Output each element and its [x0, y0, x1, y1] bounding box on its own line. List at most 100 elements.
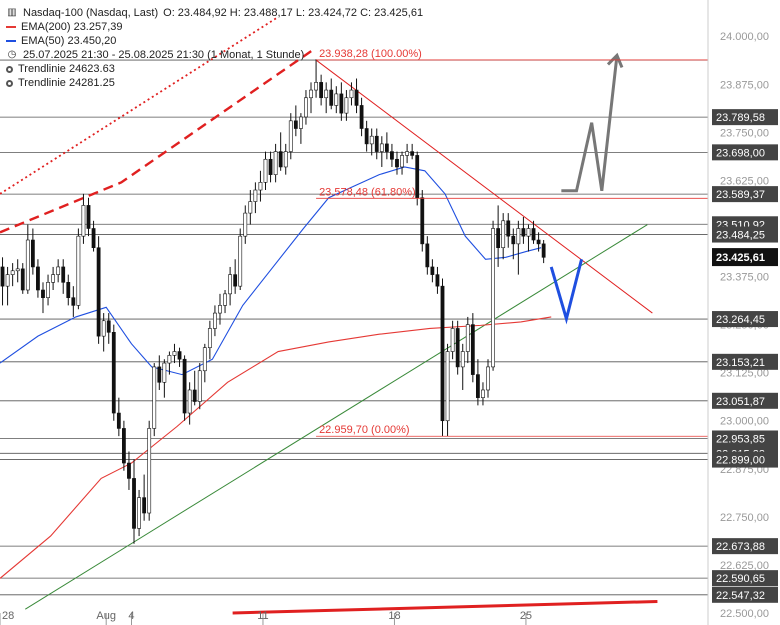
- price-level-label: 23.484,25: [716, 230, 765, 242]
- candle-body: [101, 320, 106, 337]
- price-level-box: [712, 226, 778, 243]
- candle-body: [147, 428, 152, 514]
- candle-body: [440, 285, 445, 422]
- price-level-label: 23.264,45: [716, 314, 765, 326]
- legend-instrument: Nasdaq-100 (Nasdaq, Last): [23, 7, 159, 19]
- candle-body: [268, 158, 273, 175]
- candle-body: [400, 155, 404, 168]
- candle-body: [76, 235, 81, 306]
- candle-body: [202, 347, 207, 372]
- candle-body: [218, 305, 222, 314]
- candle-body: [51, 274, 56, 283]
- projections: [549, 52, 624, 325]
- x-tick-label: Aug: [96, 610, 116, 622]
- candle-body: [531, 228, 536, 241]
- x-tick-label: 25: [520, 610, 532, 622]
- candle-body: [228, 274, 233, 295]
- candle-body: [223, 293, 227, 306]
- candle-body: [10, 270, 15, 275]
- y-tick-label: 23.375,00: [720, 272, 769, 284]
- candle-body: [172, 351, 177, 356]
- fib-label: 23.578,48 (61.80%): [319, 186, 416, 198]
- candle-body: [309, 89, 313, 99]
- candle-body: [536, 239, 541, 245]
- candle-body: [430, 266, 435, 275]
- candle-body: [96, 247, 101, 337]
- candle-body: [283, 151, 288, 168]
- candle-body: [526, 228, 531, 237]
- candle-body: [111, 332, 116, 414]
- y-tick-label: 24.000,00: [720, 31, 769, 43]
- candle-body: [359, 105, 364, 129]
- candle-body: [132, 478, 136, 529]
- y-tick-label: 23.750,00: [720, 127, 769, 139]
- candle-body: [116, 412, 121, 429]
- legend-ema200: EMA(200) 23.257,39: [21, 21, 123, 33]
- y-axis: 24.000,00 23.875,00 23.750,00 23.625,00 23.5…: [707, 0, 780, 625]
- ema200-swatch: [6, 26, 16, 28]
- x-tick-label: 18: [388, 610, 400, 622]
- x-axis: 28 Aug 4 11 18 25: [0, 610, 532, 625]
- candle-body: [41, 289, 45, 298]
- candle-body: [81, 205, 86, 237]
- candle-body: [253, 189, 258, 202]
- candle-body: [506, 220, 511, 237]
- candle-body: [207, 328, 212, 348]
- candle-body: [0, 266, 5, 287]
- y-tick-label: 22.750,00: [720, 512, 769, 524]
- candle-body: [137, 497, 141, 529]
- legend-period-row: ◷ 25.07.2025 21:30 - 25.08.2025 21:30 (1…: [6, 48, 423, 62]
- legend-ema200-row[interactable]: EMA(200) 23.257,39: [6, 20, 423, 34]
- candle-body: [501, 220, 506, 249]
- candle-body: [314, 82, 318, 91]
- trendline: [232, 599, 658, 615]
- candle-body: [420, 197, 425, 245]
- candle-body: [390, 151, 394, 160]
- legend-trend2-row[interactable]: Trendlinie 24281.25: [6, 76, 423, 90]
- y-tick-label: 23.125,00: [720, 368, 769, 380]
- candle-body: [329, 89, 334, 106]
- candle-body: [445, 351, 450, 422]
- ema50-swatch: [6, 40, 16, 42]
- candle-body: [455, 328, 460, 368]
- candle-body: [450, 328, 455, 352]
- clock-icon: ◷: [7, 49, 17, 60]
- candle-body: [415, 155, 420, 199]
- trendline: [25, 224, 648, 610]
- candle-body: [460, 351, 465, 368]
- candle-body: [66, 282, 71, 298]
- candle-body: [298, 116, 303, 129]
- candle-body: [339, 93, 344, 114]
- legend-ohlc: O: 23.484,92 H: 23.488,17 L: 23.424,72 C…: [163, 7, 424, 19]
- candle-body: [167, 355, 172, 364]
- candle-body: [71, 297, 76, 306]
- legend-trend1-row[interactable]: Trendlinie 24623.63: [6, 62, 423, 76]
- candle-body: [410, 151, 415, 156]
- candle-body: [369, 135, 374, 145]
- candle-body: [425, 243, 430, 268]
- candle-body: [238, 235, 243, 287]
- candle-body: [273, 151, 278, 175]
- candle-body: [304, 97, 308, 118]
- legend-trend2: Trendlinie 24281.25: [18, 77, 115, 89]
- price-level-box: [712, 109, 778, 126]
- candle-body: [106, 320, 111, 333]
- candle-body: [465, 324, 470, 352]
- projection-gray: [561, 55, 619, 193]
- price-level-label: 22.547,32: [716, 590, 765, 602]
- bar-chart-icon: ▥: [7, 7, 17, 18]
- candle-body: [379, 143, 384, 152]
- candle-body: [61, 266, 66, 283]
- legend-ema50-row[interactable]: EMA(50) 23.450,20: [6, 34, 423, 48]
- candle-body: [374, 135, 379, 152]
- candle-body: [511, 235, 516, 245]
- candle-body: [162, 362, 167, 383]
- ema50-line: [0, 166, 542, 376]
- candle-body: [86, 205, 91, 229]
- trendline: [315, 59, 653, 314]
- y-tick-label: 22.500,00: [720, 608, 769, 620]
- last-price-label: 23.425,61: [716, 252, 765, 264]
- price-level-box: [712, 586, 778, 603]
- candle-body: [127, 462, 131, 479]
